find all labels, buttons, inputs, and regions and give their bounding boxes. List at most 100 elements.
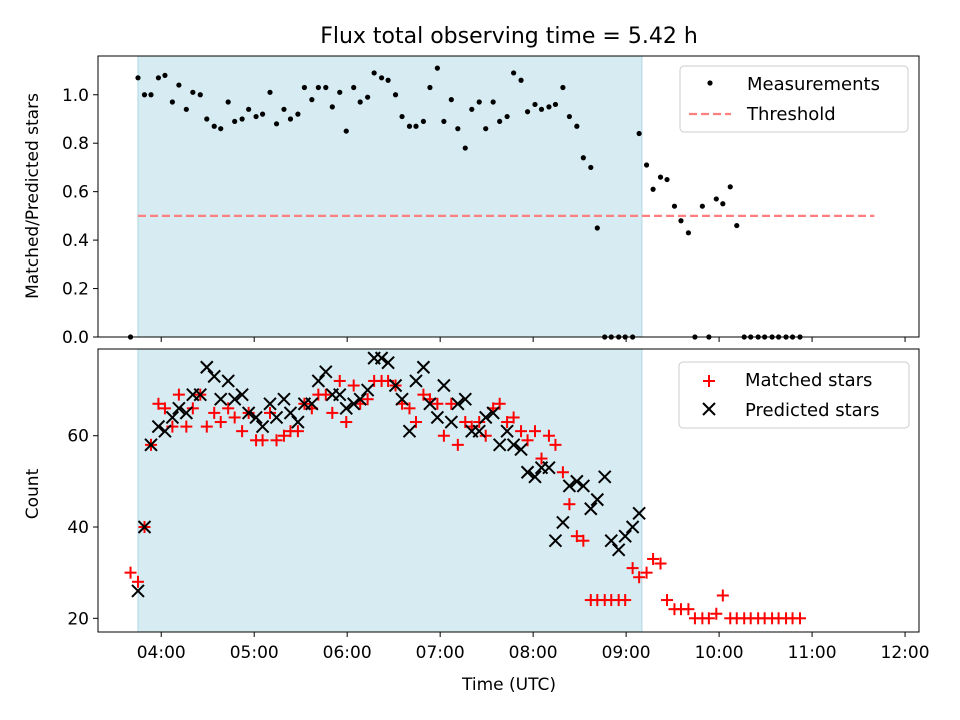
x-tick-label: 10:00 (695, 643, 744, 663)
top-plot-frame (97, 55, 920, 338)
predicted-x-b (381, 355, 395, 370)
predicted-x-b (479, 410, 493, 425)
predicted-star-point (381, 355, 395, 370)
measurement-point (427, 84, 433, 91)
measurement-point (497, 118, 503, 125)
predicted-x-b (263, 397, 277, 411)
measurement-point (197, 92, 203, 98)
matched-star-point (264, 406, 277, 419)
matched-star-point (577, 534, 590, 547)
measurement-point (239, 116, 245, 122)
matched-star-point (152, 397, 165, 410)
measurement-point (273, 121, 280, 127)
y-tick-label: 0.2 (62, 280, 89, 300)
legend-predicted-marker (702, 402, 716, 416)
y-tick-label: 60 (67, 427, 89, 447)
measurement-point (532, 101, 538, 108)
matched-star-point (647, 552, 660, 565)
predicted-star-point (395, 392, 409, 406)
x-tick-label: 04:00 (137, 643, 186, 663)
predicted-x-b (632, 506, 646, 521)
predicted-x-b (165, 410, 180, 425)
chart-title: Flux total observing time = 5.42 h (320, 24, 698, 49)
top-legend: Measurements Threshold (679, 65, 909, 133)
measurement-point (560, 84, 566, 91)
predicted-star-point (492, 438, 507, 452)
predicted-x-b (570, 474, 584, 489)
top-axes: 0.0 0.2 0.4 0.6 0.8 1.0 (62, 55, 920, 348)
predicted-star-point (193, 387, 207, 402)
y-tick-label: 40 (67, 518, 89, 538)
predicted-star-point (548, 534, 563, 548)
measurement-point (588, 164, 594, 171)
observing-window-span (137, 348, 643, 633)
predicted-x-b (486, 406, 500, 420)
predicted-x-b (492, 438, 507, 452)
measurement-point (232, 118, 238, 125)
predicted-x-b (451, 397, 465, 411)
predicted-x-b (255, 419, 270, 434)
predicted-star-point (305, 397, 319, 411)
predicted-x-b (584, 502, 598, 516)
predicted-star-point (207, 369, 221, 384)
bottom-axes: 04:00 05:00 06:00 07:00 08:00 09:00 10:00 11:00… (67, 348, 930, 663)
matched-star-point (208, 406, 221, 419)
measurement-point (455, 126, 461, 132)
matched-star-point (270, 434, 283, 447)
matched-star-point (431, 397, 444, 410)
legend-measurement-marker (707, 80, 713, 86)
predicted-x-b (520, 465, 535, 479)
matched-star-point (640, 566, 653, 579)
matched-star-point (507, 411, 520, 424)
measurement-point (246, 106, 252, 112)
legend-matched-label: Matched stars (745, 370, 872, 391)
matched-star-point (445, 397, 458, 410)
measurement-point (148, 92, 154, 98)
predicted-x-b (333, 387, 347, 402)
predicted-star-point (611, 543, 626, 557)
measurement-point (469, 106, 475, 112)
predicted-x-b (472, 424, 486, 438)
predicted-star-point (618, 529, 632, 543)
matched-star-point (654, 557, 667, 570)
predicted-star-point (486, 406, 500, 420)
bottom-y-axis-label: Count (23, 468, 43, 519)
measurement-point (664, 176, 670, 183)
x-tick-label: 08:00 (509, 643, 558, 663)
predicted-x-b (221, 374, 235, 388)
measurement-point (169, 99, 175, 105)
predicted-star-point (576, 479, 591, 493)
predicted-x-b (458, 392, 472, 406)
predicted-star-point (269, 410, 284, 425)
predicted-star-point (556, 515, 570, 530)
predicted-star-point (158, 424, 172, 438)
predicted-x-b (353, 392, 367, 406)
matched-star-point (256, 434, 269, 447)
predicted-star-point (200, 360, 214, 374)
measurement-point (155, 75, 162, 81)
measurement-point (225, 99, 231, 105)
x-tick-label: 05:00 (230, 643, 279, 663)
measurement-point (357, 99, 363, 105)
x-tick-label: 07:00 (416, 643, 465, 663)
bottom-legend: Matched stars Predicted stars (678, 361, 910, 429)
measurement-point (211, 123, 217, 129)
measurement-point (678, 218, 684, 224)
predicted-x-b (339, 401, 353, 416)
predicted-star-point (388, 378, 403, 393)
predicted-star-point (500, 424, 514, 438)
predicted-star-point (131, 584, 145, 598)
measurement-point (135, 75, 141, 81)
measurement-point (392, 92, 399, 98)
predicted-x-b (409, 374, 423, 388)
predicted-x-b (528, 470, 542, 484)
legend-threshold-label: Threshold (746, 104, 836, 125)
predicted-star-point (353, 392, 367, 406)
y-tick-label: 0.0 (62, 328, 89, 348)
x-tick-label: 06:00 (323, 643, 372, 663)
matched-star-point (361, 393, 374, 406)
predicted-star-point (374, 351, 389, 365)
predicted-x-b (402, 424, 417, 438)
predicted-x-b (611, 543, 626, 557)
measurement-point (323, 84, 329, 91)
